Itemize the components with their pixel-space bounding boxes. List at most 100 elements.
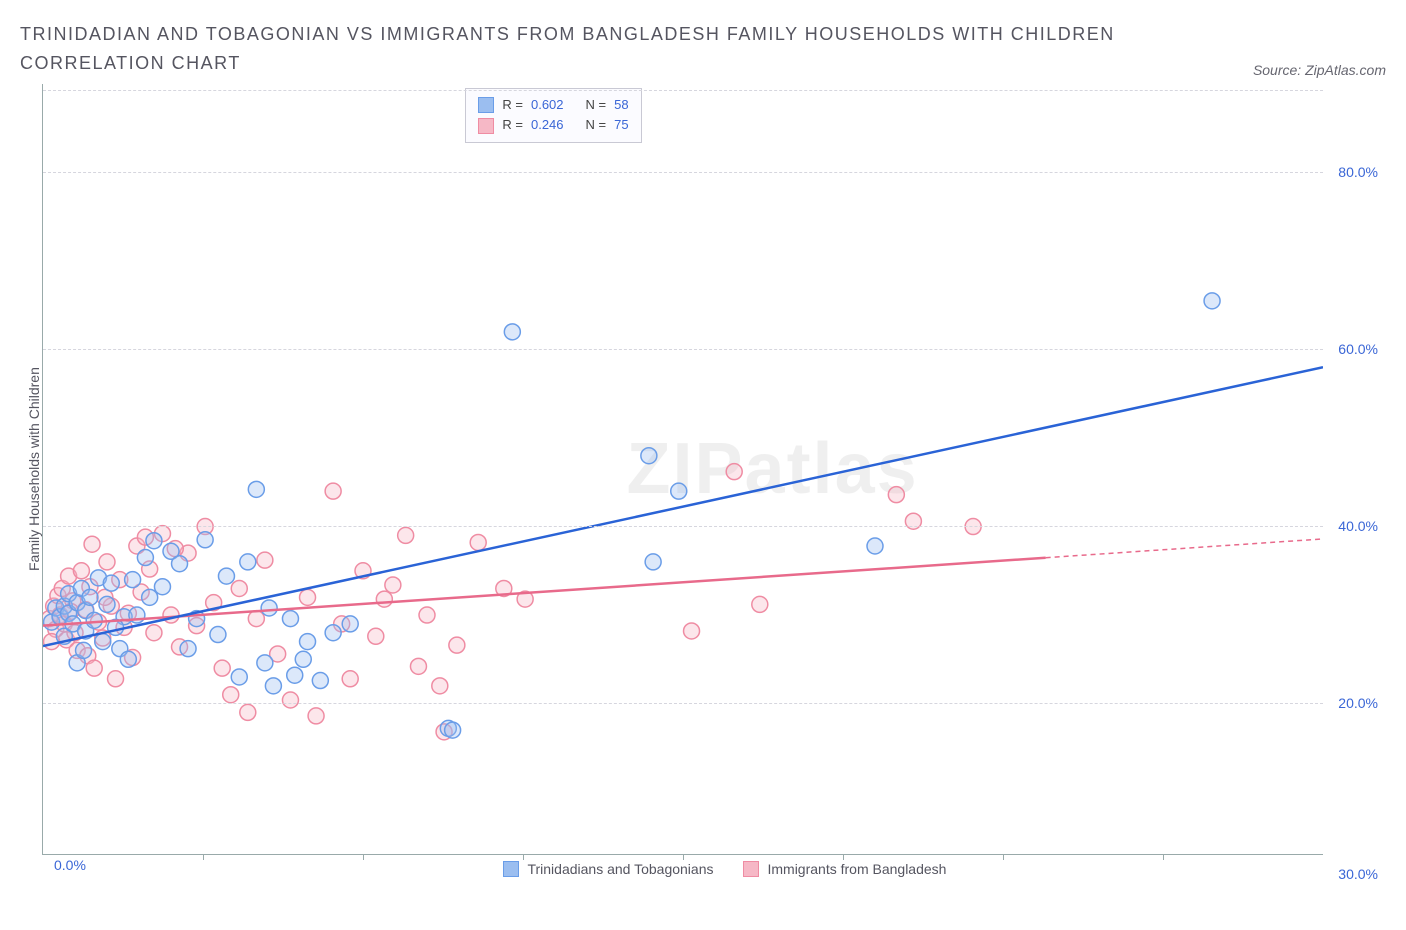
data-point bbox=[432, 677, 448, 693]
data-point bbox=[376, 591, 392, 607]
data-point bbox=[218, 568, 234, 584]
stat-value: 75 bbox=[614, 115, 628, 136]
data-point bbox=[410, 658, 426, 674]
x-tick-label: 30.0% bbox=[1338, 866, 1378, 882]
data-point bbox=[645, 554, 661, 570]
data-point bbox=[240, 704, 256, 720]
data-point bbox=[180, 640, 196, 656]
data-point bbox=[248, 610, 264, 626]
stat-value: 58 bbox=[614, 95, 628, 116]
data-point bbox=[73, 562, 89, 578]
data-point bbox=[325, 624, 341, 640]
data-point bbox=[231, 669, 247, 685]
data-point bbox=[223, 686, 239, 702]
data-point bbox=[265, 677, 281, 693]
data-point bbox=[137, 549, 153, 565]
data-point bbox=[210, 626, 226, 642]
stat-value: 0.246 bbox=[531, 115, 564, 136]
data-point bbox=[671, 483, 687, 499]
gridline bbox=[43, 526, 1323, 527]
legend-label: Immigrants from Bangladesh bbox=[767, 861, 946, 877]
stats-legend-box: R = 0.602 N = 58 R = 0.246 N = 75 bbox=[465, 88, 641, 144]
bottom-legend: Trinidadians and Tobagonians Immigrants f… bbox=[86, 861, 1324, 877]
data-point bbox=[287, 667, 303, 683]
data-point bbox=[257, 552, 273, 568]
data-point bbox=[312, 672, 328, 688]
data-point bbox=[867, 538, 883, 554]
legend-item: Immigrants from Bangladesh bbox=[743, 861, 946, 877]
chart-source: Source: ZipAtlas.com bbox=[1253, 62, 1386, 78]
data-point bbox=[308, 708, 324, 724]
x-tick-label: 0.0% bbox=[54, 857, 86, 873]
x-tick bbox=[203, 854, 204, 860]
data-point bbox=[240, 554, 256, 570]
data-point bbox=[82, 589, 98, 605]
data-point bbox=[146, 624, 162, 640]
data-point bbox=[142, 589, 158, 605]
data-point bbox=[684, 623, 700, 639]
data-point bbox=[295, 651, 311, 667]
data-point bbox=[86, 660, 102, 676]
data-point bbox=[726, 463, 742, 479]
stat-label: R = bbox=[502, 115, 523, 136]
data-point bbox=[504, 323, 520, 339]
data-point bbox=[888, 486, 904, 502]
x-tick bbox=[843, 854, 844, 860]
data-point bbox=[282, 610, 298, 626]
data-point bbox=[300, 633, 316, 649]
stats-row: R = 0.246 N = 75 bbox=[478, 115, 628, 136]
data-point bbox=[261, 600, 277, 616]
legend-swatch bbox=[478, 97, 494, 113]
data-point bbox=[99, 596, 115, 612]
data-point bbox=[300, 589, 316, 605]
data-point bbox=[257, 654, 273, 670]
legend-item: Trinidadians and Tobagonians bbox=[503, 861, 713, 877]
data-point bbox=[76, 642, 92, 658]
chart-title: TRINIDADIAN AND TOBAGONIAN VS IMMIGRANTS… bbox=[20, 20, 1150, 78]
scatter-plot: ZIPatlas R =0.602N =58R =0.246N =75 20.0… bbox=[42, 84, 1323, 855]
gridline bbox=[43, 172, 1323, 173]
x-tick bbox=[1163, 854, 1164, 860]
stats-row: R = 0.602 N = 58 bbox=[478, 95, 628, 116]
data-point bbox=[103, 575, 119, 591]
data-point bbox=[368, 628, 384, 644]
stat-value: 0.602 bbox=[531, 95, 564, 116]
legend-label: Trinidadians and Tobagonians bbox=[527, 861, 713, 877]
data-point bbox=[86, 612, 102, 628]
data-point bbox=[197, 531, 213, 547]
gridline bbox=[43, 90, 1323, 91]
data-point bbox=[398, 527, 414, 543]
data-point bbox=[154, 578, 170, 594]
data-point bbox=[108, 670, 124, 686]
data-point bbox=[325, 483, 341, 499]
data-point bbox=[214, 660, 230, 676]
data-point bbox=[385, 577, 401, 593]
plot-svg bbox=[43, 84, 1323, 854]
data-point bbox=[248, 481, 264, 497]
stat-label: N = bbox=[586, 95, 607, 116]
data-point bbox=[1204, 292, 1220, 308]
gridline bbox=[43, 703, 1323, 704]
x-tick bbox=[683, 854, 684, 860]
data-point bbox=[641, 447, 657, 463]
stat-label: N = bbox=[586, 115, 607, 136]
data-point bbox=[449, 637, 465, 653]
stat-label: R = bbox=[502, 95, 523, 116]
data-point bbox=[99, 554, 115, 570]
gridline bbox=[43, 349, 1323, 350]
data-point bbox=[146, 532, 162, 548]
x-tick bbox=[523, 854, 524, 860]
legend-swatch bbox=[743, 861, 759, 877]
data-point bbox=[231, 580, 247, 596]
data-point bbox=[342, 670, 358, 686]
x-tick bbox=[1003, 854, 1004, 860]
data-point bbox=[470, 534, 486, 550]
trend-line bbox=[43, 557, 1046, 625]
trend-line bbox=[1046, 539, 1323, 558]
data-point bbox=[752, 596, 768, 612]
data-point bbox=[172, 555, 188, 571]
x-tick bbox=[363, 854, 364, 860]
y-axis-label: Family Households with Children bbox=[20, 84, 42, 855]
data-point bbox=[125, 571, 141, 587]
data-point bbox=[282, 692, 298, 708]
